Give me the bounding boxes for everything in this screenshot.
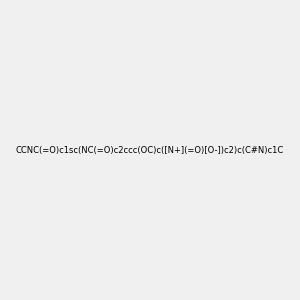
- Text: CCNC(=O)c1sc(NC(=O)c2ccc(OC)c([N+](=O)[O-])c2)c(C#N)c1C: CCNC(=O)c1sc(NC(=O)c2ccc(OC)c([N+](=O)[O…: [16, 146, 284, 154]
